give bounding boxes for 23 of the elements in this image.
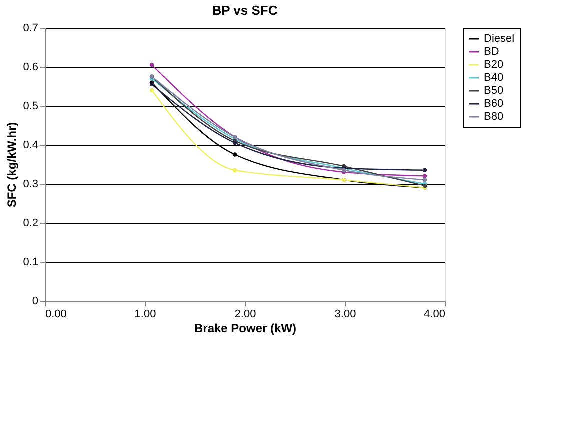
y-tick-label: 0.4 <box>23 140 38 152</box>
legend-label: B20 <box>484 59 504 71</box>
legend-label: B80 <box>484 111 504 123</box>
y-tick-label: 0.7 <box>23 22 38 34</box>
legend-label: B60 <box>484 98 504 110</box>
y-tick-label: 0.6 <box>23 62 38 74</box>
chart-title: BP vs SFC <box>212 3 278 18</box>
x-tick-label: 2.00 <box>234 308 256 320</box>
x-axis-title: Brake Power (kW) <box>194 322 297 336</box>
y-tick-label: 0.1 <box>23 256 38 268</box>
legend-label: Diesel <box>484 33 515 45</box>
y-tick-label: 0.5 <box>23 100 38 112</box>
legend-label: BD <box>484 46 500 58</box>
x-tick-label: 1.00 <box>134 308 156 320</box>
x-tick-label: 4.00 <box>424 308 446 320</box>
y-axis-title: SFC (kg/kW.hr) <box>5 122 20 208</box>
y-tick-label: 0 <box>32 296 38 308</box>
x-tick-label: 3.00 <box>334 308 356 320</box>
x-tick-label: 0.00 <box>46 308 67 320</box>
y-tick-label: 0.3 <box>23 178 38 190</box>
legend-label: B50 <box>484 85 504 97</box>
y-tick-label: 0.2 <box>23 218 38 230</box>
legend-label: B40 <box>484 72 504 84</box>
